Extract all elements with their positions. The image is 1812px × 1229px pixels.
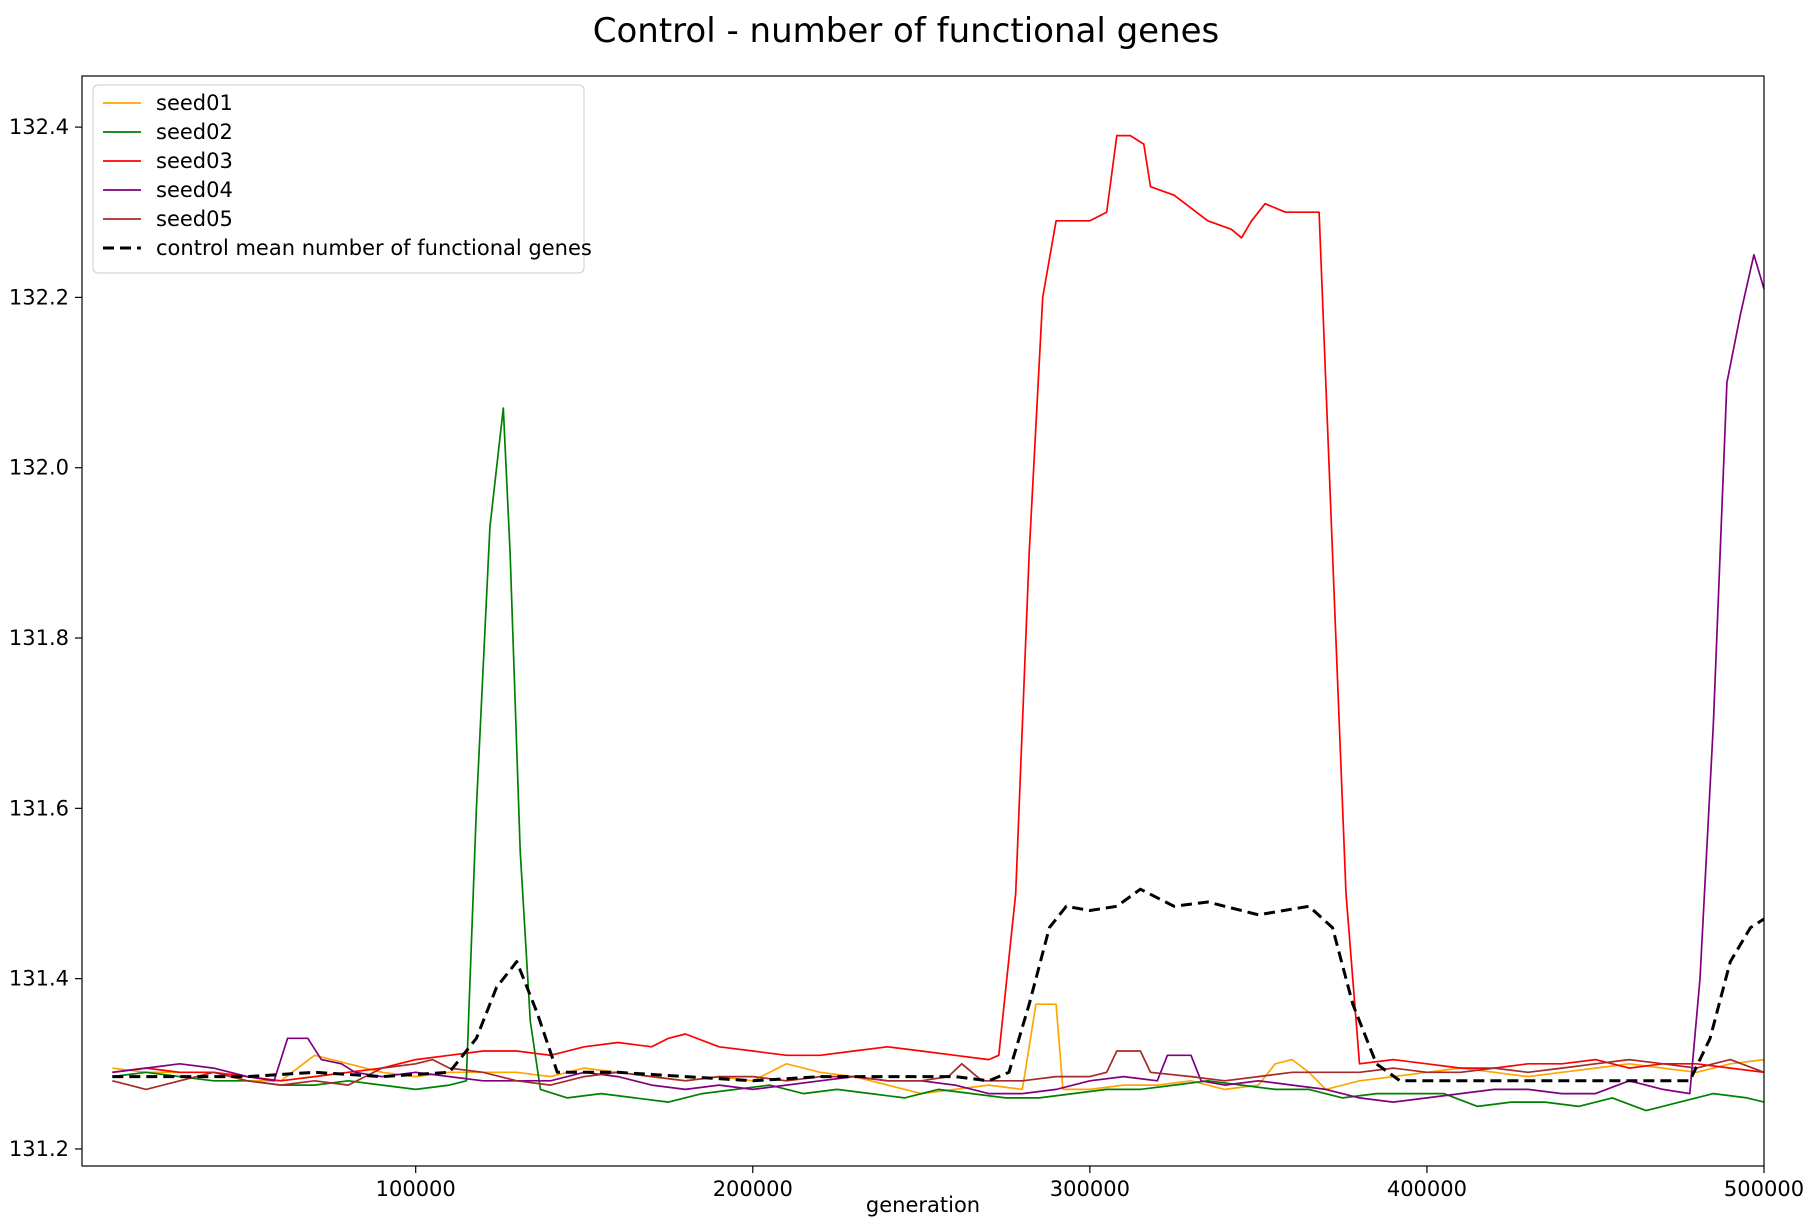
y-axis: 131.2 131.4 131.6 131.8 132.0 132.2 132.4 bbox=[9, 115, 82, 1161]
series-line-seed03 bbox=[112, 134, 1765, 1082]
legend: seed01 seed02 seed03 seed04 seed05 control me… bbox=[92, 84, 592, 274]
y-tick-label: 131.6 bbox=[9, 796, 69, 820]
series-line-seed02 bbox=[112, 407, 1765, 1112]
series-layer bbox=[112, 134, 1765, 1112]
y-tick-label: 131.4 bbox=[9, 967, 69, 991]
y-tick-label: 131.2 bbox=[9, 1137, 69, 1161]
y-tick-label: 132.2 bbox=[9, 285, 69, 309]
series-line-seed04 bbox=[112, 253, 1765, 1103]
legend-label: seed05 bbox=[156, 207, 233, 231]
legend-label: seed03 bbox=[156, 149, 233, 173]
x-axis: 100000 200000 300000 400000 500000 bbox=[376, 1166, 1804, 1201]
y-tick-label: 132.0 bbox=[9, 456, 69, 480]
legend-label: control mean number of functional genes bbox=[156, 236, 592, 260]
legend-label: seed04 bbox=[156, 178, 233, 202]
x-tick-label: 500000 bbox=[1724, 1177, 1804, 1201]
legend-label: seed01 bbox=[156, 91, 233, 115]
y-tick-label: 132.4 bbox=[9, 115, 69, 139]
x-tick-label: 100000 bbox=[376, 1177, 456, 1201]
legend-label: seed02 bbox=[156, 120, 233, 144]
plot-frame bbox=[81, 75, 1765, 1167]
x-tick-label: 400000 bbox=[1387, 1177, 1467, 1201]
chart-title: Control - number of functional genes bbox=[593, 11, 1220, 51]
x-tick-label: 200000 bbox=[713, 1177, 793, 1201]
x-axis-label: generation bbox=[866, 1193, 980, 1217]
series-line-control-mean-number-of-functional-genes bbox=[112, 887, 1765, 1083]
x-tick-label: 300000 bbox=[1050, 1177, 1130, 1201]
series-line-seed05 bbox=[112, 1050, 1765, 1091]
legend-box bbox=[92, 84, 585, 274]
y-tick-label: 131.8 bbox=[9, 626, 69, 650]
